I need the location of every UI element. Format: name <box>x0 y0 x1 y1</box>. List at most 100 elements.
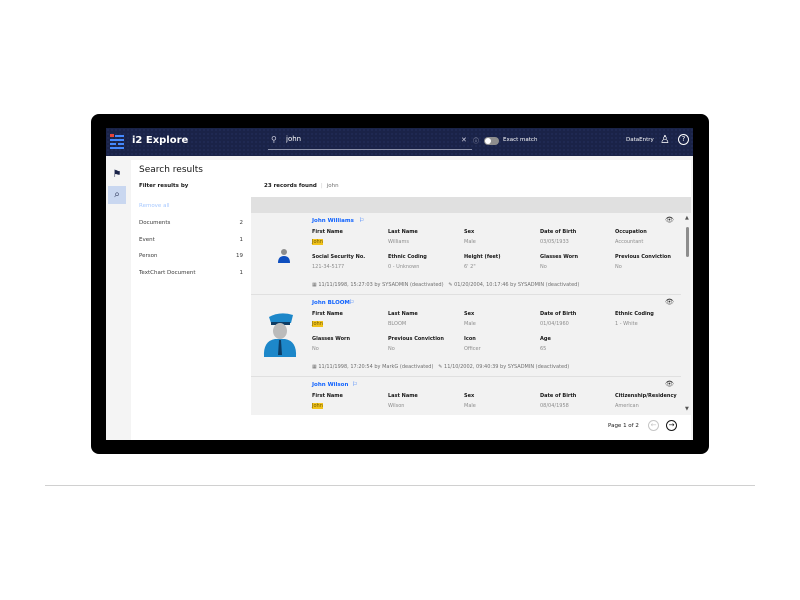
divider <box>45 485 755 486</box>
field-value: Male <box>464 239 476 245</box>
field-value: John <box>312 403 323 409</box>
field-label: Glasses Worn <box>312 336 351 342</box>
avatar <box>263 311 297 363</box>
previous-page-button[interactable]: ← <box>648 420 659 431</box>
result-card: John Wilson ⚐ 👁 First Name John Last Name Wils… <box>251 377 681 415</box>
pagination: Page 1 of 2 ← → <box>251 415 691 440</box>
modified-text: 01/20/2004, 10:17:46 by SYSADMIN (deacti… <box>454 282 580 288</box>
result-card: John BLOOM ⚐ 👁 First Name John Last Name BLOOM… <box>251 295 681 377</box>
field-value: Williams <box>388 239 409 245</box>
page-label: Page 1 of 2 <box>608 423 639 429</box>
field-value: 6' 2" <box>464 264 476 270</box>
search-results-icon[interactable]: ⌕ <box>108 186 126 204</box>
clear-search-icon[interactable]: ✕ <box>461 136 467 144</box>
created-text: 11/11/1998, 15:27:03 by SYSADMIN (deacti… <box>318 282 444 288</box>
field-label: Previous Conviction <box>388 336 444 342</box>
field-label: Sex <box>464 393 475 399</box>
field-value: John <box>312 321 323 327</box>
field-label: Previous Conviction <box>615 254 671 260</box>
field-value: 08/04/1958 <box>540 403 569 409</box>
field-label: Last Name <box>388 393 418 399</box>
filter-item[interactable]: TextChart Document 1 <box>139 270 243 276</box>
count-text: 23 records found <box>264 183 317 189</box>
info-icon[interactable]: ⓘ <box>473 138 480 145</box>
field-label: Age <box>540 336 551 342</box>
view-icon[interactable]: 👁 <box>665 380 674 388</box>
help-icon[interactable]: ? <box>678 134 689 145</box>
record-metadata: ▦ 11/11/1998, 15:27:03 by SYSADMIN (deac… <box>312 282 579 288</box>
query-text: john <box>326 183 339 189</box>
filter-label: Event <box>139 236 155 243</box>
search-icon: ⚲ <box>271 135 277 144</box>
scrollbar-thumb[interactable] <box>686 227 689 257</box>
filter-item[interactable]: Event 1 <box>139 237 243 243</box>
field-value: 03/05/1933 <box>540 239 569 245</box>
scroll-down-icon[interactable]: ▼ <box>685 406 689 412</box>
field-label: Height (feet) <box>464 254 501 260</box>
edit-icon: ✎ <box>448 282 453 288</box>
field-value: BLOOM <box>388 321 407 327</box>
scroll-up-icon[interactable]: ▲ <box>685 215 689 221</box>
results-toolbar <box>251 197 691 213</box>
records-count: 23 records found | john <box>264 183 339 189</box>
field-value: 0 - Unknown <box>388 264 420 270</box>
i2-logo-icon <box>110 134 124 149</box>
view-icon[interactable]: 👁 <box>665 216 674 224</box>
field-label: Sex <box>464 311 475 317</box>
field-value: 01/04/1960 <box>540 321 569 327</box>
field-value: No <box>615 264 622 270</box>
field-value: No <box>312 346 319 352</box>
field-value: American <box>615 403 639 409</box>
field-value: 121-34-5177 <box>312 264 345 270</box>
filter-count: 2 <box>239 220 244 226</box>
edit-icon: ✎ <box>438 364 443 370</box>
filter-count: 19 <box>236 253 243 259</box>
modified-text: 11/10/2002, 09:40:39 by SYSADMIN (deacti… <box>444 364 570 370</box>
field-label: Icon <box>464 336 476 342</box>
flag-icon[interactable]: ⚐ <box>349 299 355 306</box>
user-icon[interactable]: ♙ <box>660 133 670 146</box>
filter-label: Documents <box>139 220 171 226</box>
result-name-link[interactable]: John Williams <box>312 218 354 224</box>
results-list: John Williams ⚐ 👁 First Name John Last Name Wi… <box>251 197 691 415</box>
next-page-button[interactable]: → <box>666 420 677 431</box>
search-input[interactable] <box>286 135 446 143</box>
field-value: Male <box>464 403 476 409</box>
main-panel: Search results Filter results by Remove … <box>131 160 691 440</box>
user-name: DataEntry <box>626 137 654 143</box>
exact-match-toggle[interactable] <box>484 137 499 145</box>
field-value: No <box>388 346 395 352</box>
header: i2 Explore ⚲ ✕ ⓘ Exact match DataEntry ♙… <box>106 128 693 156</box>
result-name-link[interactable]: John Wilson <box>312 382 349 388</box>
flag-list-icon[interactable]: ⚑ <box>112 169 122 180</box>
flag-icon[interactable]: ⚐ <box>352 381 358 388</box>
page-title: Search results <box>139 165 203 175</box>
field-label: Last Name <box>388 229 418 235</box>
field-value: Accountant <box>615 239 644 245</box>
view-icon[interactable]: 👁 <box>665 298 674 306</box>
filter-item[interactable]: Documents 2 <box>139 220 243 226</box>
app-title: i2 Explore <box>132 135 189 146</box>
field-label: Date of Birth <box>540 393 577 399</box>
calendar-icon: ▦ <box>312 364 317 370</box>
field-label: Occupation <box>615 229 647 235</box>
field-label: First Name <box>312 229 343 235</box>
field-label: Glasses Worn <box>540 254 579 260</box>
exact-match-label: Exact match <box>503 137 538 143</box>
filter-item[interactable]: Person 19 <box>139 253 243 259</box>
field-value: No <box>540 264 547 270</box>
field-label: Last Name <box>388 311 418 317</box>
filter-count: 1 <box>239 269 244 276</box>
field-label: Social Security No. <box>312 254 366 260</box>
remove-all-link[interactable]: Remove all <box>139 203 170 209</box>
result-name-link[interactable]: John BLOOM <box>312 300 350 306</box>
field-label: First Name <box>312 393 343 399</box>
scrollbar[interactable]: ▲ ▼ <box>684 213 691 415</box>
field-value: 1 - White <box>615 321 638 327</box>
field-label: Date of Birth <box>540 311 577 317</box>
field-label: Citizenship/Residency <box>615 393 677 399</box>
result-card: John Williams ⚐ 👁 First Name John Last Name Wi… <box>251 213 681 295</box>
filter-label: TextChart Document <box>139 269 196 276</box>
search-box[interactable]: ⚲ <box>268 133 472 150</box>
flag-icon[interactable]: ⚐ <box>358 217 365 224</box>
